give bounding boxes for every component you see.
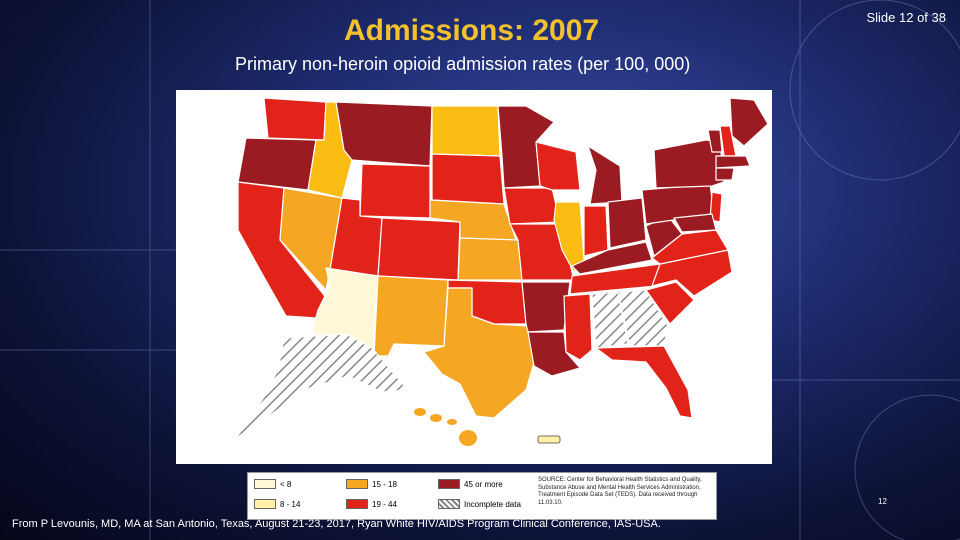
us-map-panel: [176, 90, 772, 464]
territory-puerto-rico: [537, 435, 561, 444]
state-florida: [595, 345, 693, 419]
legend-label: 15 - 18: [372, 479, 397, 489]
page-number: 12: [878, 497, 887, 506]
state-new-mexico: [373, 275, 449, 357]
state-louisiana: [527, 331, 581, 377]
legend-item-incomplete: Incomplete data: [438, 499, 521, 509]
legend-label: 8 - 14: [280, 499, 301, 509]
slide-title: Admissions: 2007: [344, 14, 600, 47]
map-legend: < 8 8 - 14 15 - 18 19 - 44 45 or more In…: [247, 472, 717, 520]
state-missouri: [509, 223, 575, 281]
state-vermont: [707, 129, 723, 153]
state-indiana: [583, 205, 609, 257]
state-kentucky: [571, 241, 653, 275]
legend-swatch-hatched: [438, 499, 460, 509]
state-ohio: [607, 197, 647, 249]
state-massachusetts: [715, 155, 751, 169]
state-nevada: [279, 187, 343, 291]
state-maryland: [673, 213, 717, 233]
legend-swatch: [254, 499, 276, 509]
legend-label: 45 or more: [464, 479, 503, 489]
legend-item-19-44: 19 - 44: [346, 499, 397, 509]
state-north-dakota: [431, 105, 501, 157]
state-mississippi: [563, 293, 593, 361]
state-alabama: [591, 291, 629, 349]
state-arkansas: [521, 281, 571, 333]
state-oregon: [237, 137, 317, 191]
legend-label: < 8: [280, 479, 292, 489]
state-tennessee: [569, 263, 661, 295]
state-maine: [729, 97, 769, 147]
state-connecticut: [715, 167, 735, 181]
state-hawaii: [414, 408, 477, 446]
legend-label: 19 - 44: [372, 499, 397, 509]
state-georgia: [617, 289, 669, 347]
state-alaska: [235, 333, 409, 439]
legend-swatch: [346, 499, 368, 509]
slide-counter: Slide 12 of 38: [866, 10, 946, 25]
state-new-jersey: [709, 191, 723, 223]
state-michigan: [587, 145, 623, 205]
legend-item-8-14: 8 - 14: [254, 499, 300, 509]
us-choropleth-map: [235, 97, 769, 446]
legend-item-15-18: 15 - 18: [346, 479, 397, 489]
legend-swatch: [438, 479, 460, 489]
state-montana: [335, 101, 433, 167]
state-texas: [423, 287, 537, 419]
footer-citation: From P Levounis, MD, MA at San Antonio, …: [12, 518, 661, 530]
legend-item-45-plus: 45 or more: [438, 479, 503, 489]
legend-label: Incomplete data: [464, 499, 521, 509]
state-south-carolina: [645, 281, 695, 325]
legend-swatch: [254, 479, 276, 489]
state-new-york: [653, 139, 725, 189]
state-illinois: [553, 201, 585, 273]
slide-subtitle: Primary non-heroin opioid admission rate…: [235, 54, 691, 74]
state-colorado: [377, 217, 461, 281]
state-kansas: [457, 237, 523, 281]
legend-swatch: [346, 479, 368, 489]
state-south-dakota: [431, 153, 505, 205]
legend-source-note: SOURCE: Center for Behavioral Health Sta…: [538, 477, 702, 506]
legend-item-lt8: < 8: [254, 479, 291, 489]
state-wisconsin: [535, 141, 581, 191]
state-washington: [263, 97, 327, 141]
state-iowa: [503, 187, 561, 225]
state-wyoming: [359, 163, 431, 219]
